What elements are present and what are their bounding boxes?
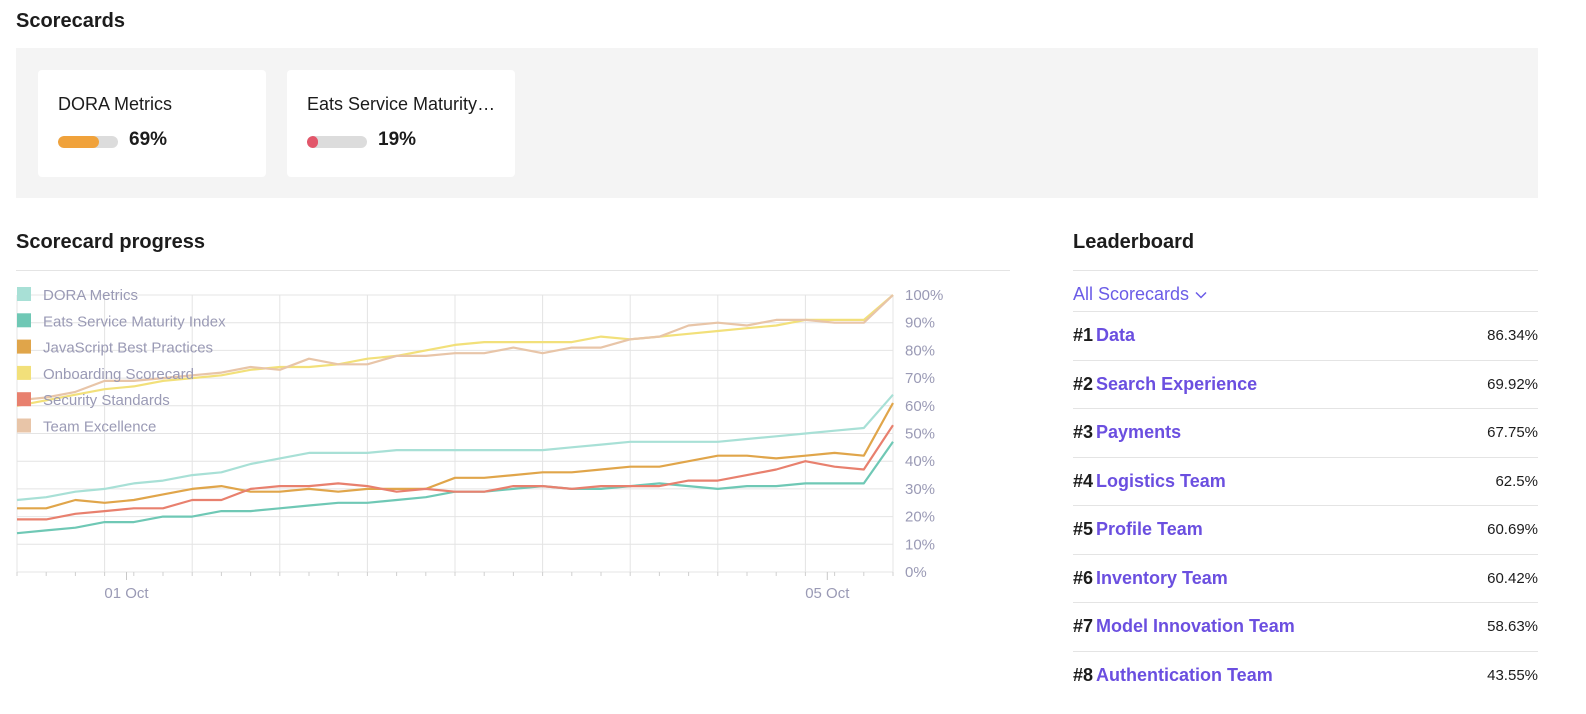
legend-label: JavaScript Best Practices <box>43 340 213 357</box>
scorecard-filter-label: All Scorecards <box>1073 284 1190 304</box>
y-tick-label: 80% <box>905 342 935 359</box>
leaderboard-row: #7 Model Innovation Team 58.63% <box>1073 602 1538 651</box>
y-tick-label: 40% <box>905 453 935 470</box>
y-tick-label: 20% <box>905 509 935 526</box>
legend-swatch <box>17 287 31 301</box>
scorecard-progress-fill <box>307 136 319 148</box>
leaderboard-score: 67.75% <box>1487 424 1538 442</box>
legend-swatch <box>17 313 31 328</box>
scorecard-title: DORA Metrics <box>58 94 173 114</box>
legend-label: DORA Metrics <box>43 287 138 304</box>
progress-chart-svg: 0% 10% 20% 30% 40% 50% 60% 70% 80% 90% 100% 01 Oct 0… <box>16 287 943 602</box>
leaderboard-team-link[interactable]: Inventory Team <box>1096 567 1228 588</box>
legend-swatch <box>17 392 31 407</box>
leaderboard-team-link[interactable]: Model Innovation Team <box>1096 616 1295 637</box>
leaderboard-score: 62.5% <box>1495 472 1538 490</box>
leaderboard-team-link[interactable]: Authentication Team <box>1096 664 1273 685</box>
leaderboard-row: #3 Payments 67.75% <box>1073 408 1538 457</box>
progress-title: Scorecard progress <box>16 231 205 253</box>
scorecard-filter-dropdown[interactable]: All Scorecards <box>1073 284 1207 305</box>
scorecards-title: Scorecards <box>16 10 125 32</box>
leaderboard-score: 60.69% <box>1487 521 1538 539</box>
leaderboard-rank: #5 <box>1073 519 1094 540</box>
legend-label: Security Standards <box>43 392 170 409</box>
leaderboard-row: #4 Logistics Team 62.5% <box>1073 456 1538 506</box>
leaderboard-score: 69.92% <box>1487 375 1538 393</box>
leaderboard-rank: #6 <box>1073 567 1094 588</box>
y-tick-label: 60% <box>905 398 935 415</box>
legend-swatch <box>17 339 31 354</box>
legend-swatch <box>17 418 31 433</box>
scorecard-percent: 69% <box>129 129 168 150</box>
scorecard-card-eats[interactable]: Eats Service Maturity Index 19% <box>287 70 515 177</box>
leaderboard: All Scorecards #1 Data 86.34% #2 Search Exp… <box>1073 270 1538 685</box>
leaderboard-rank: #7 <box>1073 616 1094 637</box>
scorecard-title: Eats Service Maturity Index <box>307 94 497 114</box>
series-line <box>16 393 894 502</box>
legend-swatch <box>17 365 31 380</box>
leaderboard-rank: #8 <box>1073 664 1094 685</box>
leaderboard-score: 86.34% <box>1487 327 1538 345</box>
leaderboard-row: #1 Data 86.34% <box>1073 311 1538 360</box>
x-tick-label: 01 Oct <box>104 585 149 602</box>
leaderboard-team-link[interactable]: Profile Team <box>1096 519 1203 540</box>
progress-chart: 0% 10% 20% 30% 40% 50% 60% 70% 80% 90% 100% 01 Oct 0… <box>16 270 1010 610</box>
legend-label: Onboarding Scorecard <box>43 366 194 383</box>
series-line <box>17 424 894 521</box>
scorecard-percent: 19% <box>378 129 417 150</box>
chevron-down-icon <box>1195 291 1207 299</box>
series-line <box>16 294 894 407</box>
scorecard-progress-bar <box>307 136 367 148</box>
leaderboard-row: #2 Search Experience 69.92% <box>1073 359 1538 409</box>
leaderboard-title: Leaderboard <box>1073 231 1195 253</box>
leaderboard-score: 60.42% <box>1487 569 1538 587</box>
leaderboard-row: #8 Authentication Team 43.55% <box>1073 650 1538 700</box>
scorecards-panel: DORA Metrics 69% Eats Service Maturity I… <box>16 48 1538 198</box>
y-tick-label: 100% <box>905 287 943 304</box>
leaderboard-team-link[interactable]: Payments <box>1096 422 1182 443</box>
scorecard-progress-bar <box>58 136 118 148</box>
leaderboard-rank: #3 <box>1073 422 1094 443</box>
leaderboard-rank: #1 <box>1073 325 1094 346</box>
leaderboard-team-link[interactable]: Logistics Team <box>1096 470 1226 491</box>
scorecard-progress-fill <box>58 136 100 148</box>
leaderboard-row: #5 Profile Team 60.69% <box>1073 505 1538 554</box>
series-line <box>17 402 894 510</box>
leaderboard-list: #1 Data 86.34% #2 Search Experience 69.92% #… <box>1073 311 1538 699</box>
y-tick-label: 30% <box>905 481 935 498</box>
legend-label: Team Excellence <box>43 419 156 436</box>
legend-label: Eats Service Maturity Index <box>43 313 226 330</box>
leaderboard-score: 58.63% <box>1487 618 1538 636</box>
leaderboard-row: #6 Inventory Team 60.42% <box>1073 553 1538 603</box>
y-tick-label: 10% <box>905 536 935 553</box>
leaderboard-team-link[interactable]: Data <box>1096 325 1136 346</box>
leaderboard-team-link[interactable]: Search Experience <box>1096 373 1258 394</box>
y-tick-label: 0% <box>905 564 927 581</box>
y-tick-label: 50% <box>905 426 935 443</box>
scorecard-card-dora[interactable]: DORA Metrics 69% <box>38 70 266 177</box>
leaderboard-rank: #4 <box>1073 470 1094 491</box>
leaderboard-rank: #2 <box>1073 373 1094 394</box>
y-tick-label: 90% <box>905 315 935 332</box>
y-tick-label: 70% <box>905 370 935 387</box>
series-line <box>16 294 894 402</box>
x-tick-label: 05 Oct <box>805 585 850 602</box>
leaderboard-score: 43.55% <box>1487 666 1538 684</box>
